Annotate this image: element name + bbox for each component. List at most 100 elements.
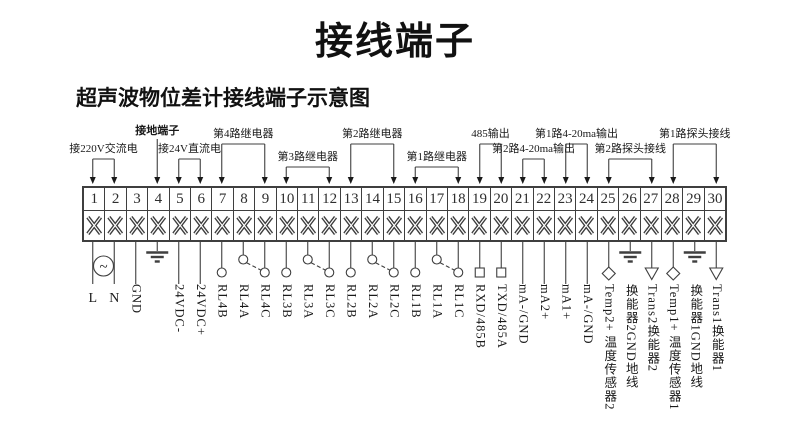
terminal-number: 15: [384, 188, 406, 210]
down-arrow-icon: [261, 177, 268, 184]
down-arrow-icon: [713, 177, 720, 184]
screw-terminal-icon: [514, 216, 531, 235]
relay-switch-arm: [246, 262, 262, 271]
terminal-label: RL1A: [430, 284, 445, 320]
group-label: 第1路4-20ma输出: [534, 128, 619, 140]
down-arrow-icon: [283, 177, 290, 184]
relay-contact-icon: [281, 267, 292, 278]
terminal-cell: [127, 211, 149, 240]
ac-source-icon: [92, 255, 115, 277]
down-arrow-icon: [584, 177, 591, 184]
terminal-label: RL2A: [365, 284, 380, 320]
down-arrow-icon: [541, 177, 548, 184]
terminal-cell: [598, 211, 620, 240]
terminal-screw-row: [84, 211, 725, 240]
terminal-label: L: [88, 291, 98, 306]
group-label: 第2路探头接线: [594, 143, 667, 155]
terminal-cell: [362, 211, 384, 240]
terminal-cell: [641, 211, 662, 240]
terminal-number: 28: [662, 188, 684, 210]
screw-terminal-icon: [278, 216, 295, 235]
group-label: 第4路继电器: [213, 128, 274, 140]
screw-terminal-icon: [171, 216, 188, 235]
screw-terminal-icon: [236, 216, 252, 235]
terminal-number: 23: [555, 188, 577, 210]
terminal-cell: [576, 211, 598, 240]
down-arrow-icon: [648, 177, 655, 184]
down-arrow-icon: [390, 177, 397, 184]
relay-contact-icon: [238, 254, 249, 265]
terminal-cell: [319, 211, 341, 240]
terminal-number: 11: [298, 188, 320, 210]
down-arrow-icon: [476, 177, 483, 184]
terminal-number: 6: [191, 188, 213, 210]
relay-contact-icon: [367, 254, 378, 265]
temp-terminal-icon: [601, 266, 617, 281]
terminal-number: 29: [683, 188, 705, 210]
screw-terminal-icon: [557, 216, 574, 235]
screw-terminal-icon: [107, 216, 124, 235]
terminal-number: 12: [319, 188, 341, 210]
group-label: 接地端子: [135, 125, 180, 137]
relay-contact-icon: [216, 267, 227, 278]
down-arrow-icon: [154, 177, 161, 184]
terminal-cell: [405, 211, 427, 240]
terminal-cell: [683, 211, 705, 240]
down-arrow-icon: [326, 177, 333, 184]
screw-terminal-icon: [685, 216, 702, 235]
group-label: 485输出: [471, 128, 510, 140]
screw-terminal-icon: [450, 216, 466, 235]
group-label: 接220V交流电: [69, 143, 138, 155]
down-arrow-icon: [89, 177, 96, 184]
terminal-label: RL4A: [236, 284, 251, 320]
terminal-label: RL3A: [301, 284, 316, 320]
terminal-label: RL3C: [322, 284, 337, 319]
screw-terminal-icon: [386, 216, 402, 235]
screw-terminal-icon: [321, 216, 338, 235]
down-arrow-icon: [605, 177, 612, 184]
terminal-label: TXD/485A: [494, 284, 509, 349]
down-arrow-icon: [347, 177, 354, 184]
terminal-number: 14: [362, 188, 384, 210]
terminal-number: 9: [255, 188, 277, 210]
relay-switch-arm: [375, 262, 391, 271]
relay-contact-icon: [259, 267, 270, 278]
terminal-number: 26: [619, 188, 641, 210]
terminal-label: 24VDC+: [193, 284, 208, 336]
terminal-label: mA-/GND: [516, 284, 531, 345]
screw-terminal-icon: [578, 216, 595, 235]
terminal-label: 换能器2GND地线: [623, 284, 638, 389]
terminal-cell: [277, 211, 299, 240]
terminal-cell: [512, 211, 534, 240]
page-title: 接线端子: [314, 21, 475, 63]
terminal-label: 换能器1GND地线: [688, 284, 703, 389]
terminal-number: 18: [448, 188, 470, 210]
group-label: 接24V直流电: [158, 143, 221, 155]
relay-switch-arm: [310, 262, 326, 271]
screw-terminal-icon: [86, 216, 103, 235]
down-arrow-icon: [111, 177, 118, 184]
screw-terminal-icon: [407, 216, 424, 235]
terminal-label: mA2+: [537, 284, 552, 321]
terminal-cell: [384, 211, 406, 240]
relay-contact-icon: [431, 254, 442, 265]
terminal-cell: [427, 211, 448, 240]
down-arrow-icon: [412, 177, 419, 184]
terminal-label: 24VDC-: [172, 284, 187, 334]
terminal-label: GND: [129, 284, 144, 315]
screw-terminal-icon: [493, 216, 509, 235]
relay-contact-icon: [302, 254, 313, 265]
screw-terminal-icon: [621, 216, 638, 235]
relay-contact-icon: [453, 267, 464, 278]
transducer-terminal-icon: [644, 267, 660, 281]
down-arrow-icon: [562, 177, 569, 184]
terminal-number: 16: [405, 188, 427, 210]
terminal-number: 2: [105, 188, 127, 210]
terminal-number: 30: [707, 190, 723, 207]
terminal-label: Trans1换能器1: [709, 284, 724, 373]
group-label: 第3路继电器: [277, 151, 339, 163]
down-arrow-icon: [455, 177, 462, 184]
terminal-number: 7: [212, 188, 234, 210]
